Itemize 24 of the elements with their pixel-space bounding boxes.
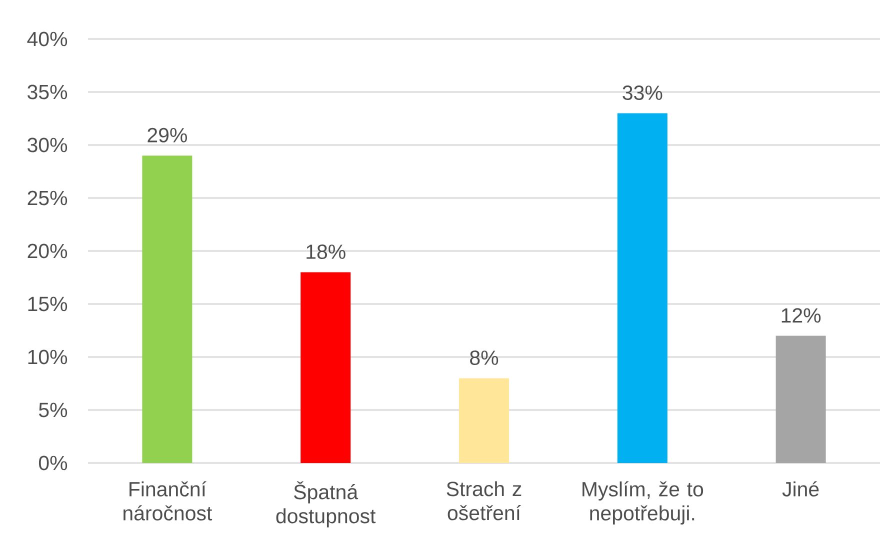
x-tick-label: Špatná dostupnost bbox=[276, 481, 376, 528]
y-tick-label: 30% bbox=[28, 138, 68, 152]
data-label: 12% bbox=[782, 308, 821, 323]
y-tick-label: 10% bbox=[28, 350, 68, 364]
y-tick-label: 15% bbox=[28, 296, 68, 312]
bar bbox=[459, 378, 510, 463]
data-label: 33% bbox=[622, 85, 662, 100]
bar bbox=[300, 272, 351, 463]
data-label: 29% bbox=[148, 128, 187, 142]
bar bbox=[142, 156, 192, 463]
x-tick-label: Strach z ošetření bbox=[446, 481, 522, 520]
bar bbox=[617, 113, 668, 463]
y-tick-label: 40% bbox=[27, 32, 68, 46]
x-tick-label: Jiné bbox=[782, 481, 819, 496]
y-tick-label: 5% bbox=[39, 402, 68, 418]
x-tick-label: Finanční náročnost bbox=[124, 481, 212, 520]
data-label: 18% bbox=[306, 244, 346, 260]
y-tick-label: 35% bbox=[28, 84, 68, 100]
bar bbox=[776, 336, 826, 463]
y-tick-label: 20% bbox=[28, 244, 68, 258]
y-tick-label: 25% bbox=[28, 190, 68, 206]
y-tick-label: 0% bbox=[38, 456, 68, 470]
data-label: 8% bbox=[470, 350, 498, 366]
x-tick-label: Myslím, že to nepotřebuji. bbox=[582, 481, 704, 525]
